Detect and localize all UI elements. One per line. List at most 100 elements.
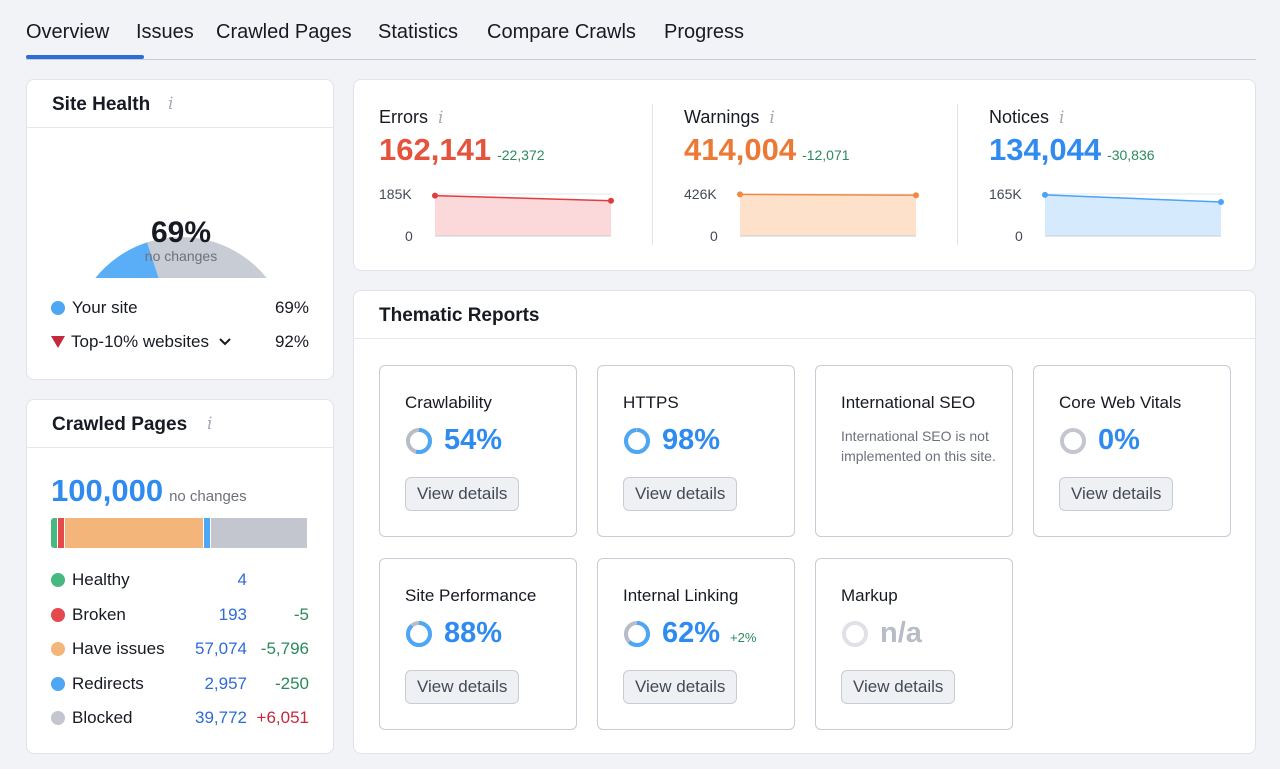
sparkline-area xyxy=(740,194,916,236)
sparkline-area xyxy=(1045,194,1221,236)
thematic-card-score: 98% xyxy=(662,424,721,456)
view-details-button[interactable]: View details xyxy=(405,670,520,704)
row-value[interactable]: 57,074 xyxy=(195,639,247,658)
thematic-card-title: Site Performance xyxy=(405,586,537,605)
legend-your-site: Your site 69% xyxy=(51,298,309,318)
status-dot-icon xyxy=(51,573,65,587)
divider xyxy=(652,104,653,245)
your-site-label: Your site xyxy=(72,298,138,317)
metric-value[interactable]: 414,004 xyxy=(684,132,797,167)
thematic-card-title: International SEO xyxy=(841,393,976,412)
tab-progress[interactable]: Progress xyxy=(664,21,745,43)
divider xyxy=(957,104,958,245)
sparkline-point[interactable] xyxy=(1218,198,1224,205)
sparkline-point[interactable] xyxy=(608,197,614,204)
site-health-title: Site Health xyxy=(52,94,151,115)
row-label: Redirects xyxy=(72,673,144,693)
your-site-value: 69% xyxy=(274,298,309,317)
info-icon[interactable]: i xyxy=(769,108,775,128)
gauge-remaining-arc xyxy=(147,237,266,278)
thematic-card-score: n/a xyxy=(880,617,922,649)
y-axis-min: 0 xyxy=(710,228,718,244)
tab-overview[interactable]: Overview xyxy=(26,21,110,43)
thematic-card-score: 62% xyxy=(662,617,721,649)
metric-value[interactable]: 134,044 xyxy=(989,132,1102,167)
site-health-card: Site Health i 69% no changes Your site 6… xyxy=(26,79,334,380)
tab-issues[interactable]: Issues xyxy=(136,21,194,43)
sparkline-point[interactable] xyxy=(913,192,919,199)
row-label: Have issues xyxy=(72,639,165,658)
info-icon[interactable]: i xyxy=(438,108,444,128)
bar-segment-redirects[interactable] xyxy=(204,518,210,548)
tab-compare-crawls[interactable]: Compare Crawls xyxy=(487,21,636,43)
row-delta: -5,796 xyxy=(260,639,309,658)
thematic-card-title: Core Web Vitals xyxy=(1059,393,1182,412)
row-delta: -250 xyxy=(274,673,309,693)
view-details-button[interactable]: View details xyxy=(841,670,956,704)
sparkline-line xyxy=(434,194,612,202)
tab-statistics[interactable]: Statistics xyxy=(378,21,459,43)
crawled-row-healthy: Healthy 4 xyxy=(51,568,309,592)
sparkline-line xyxy=(1044,194,1222,203)
view-details-button[interactable]: View details xyxy=(623,670,738,704)
row-value[interactable]: 2,957 xyxy=(204,673,247,693)
sparkline-point[interactable] xyxy=(432,192,438,199)
row-label: Blocked xyxy=(72,708,133,727)
thematic-card-title: Markup xyxy=(841,586,898,605)
metric-label: Errors xyxy=(379,107,428,127)
thematic-reports-header: Thematic Reports xyxy=(354,291,1255,339)
view-details-button[interactable]: View details xyxy=(405,477,520,511)
row-delta: -5 xyxy=(293,604,309,624)
crawled-row-blocked: Blocked 39,772 +6,051 xyxy=(51,706,309,730)
tab-bar: Overview Issues Crawled Pages Statistics… xyxy=(26,0,1256,60)
top-10-value: 92% xyxy=(274,332,309,351)
crawled-row-redirects: Redirects 2,957 -250 xyxy=(51,672,309,696)
thematic-card-internal-linking: Internal Linking 62% +2% View details xyxy=(597,558,795,730)
issues-summary-card: Errors i 162,141 -22,372 185K 0 Warnings i 414,0… xyxy=(353,79,1256,271)
info-icon[interactable]: i xyxy=(168,94,174,114)
site-health-header: Site Health i xyxy=(27,80,333,128)
info-icon[interactable]: i xyxy=(1059,108,1065,128)
site-health-gauge xyxy=(95,237,266,278)
thematic-card-https: HTTPS 98% View details xyxy=(597,365,795,537)
sparkline-point[interactable] xyxy=(737,191,743,198)
view-details-button[interactable]: View details xyxy=(623,477,738,511)
bar-segment-healthy[interactable] xyxy=(51,518,57,548)
crawled-pages-total[interactable]: 100,000 xyxy=(51,473,164,508)
crawled-pages-distribution-bar xyxy=(51,518,309,548)
y-axis-max: 165K xyxy=(989,186,1022,202)
info-icon[interactable]: i xyxy=(207,414,213,434)
row-value[interactable]: 4 xyxy=(237,570,247,589)
active-tab-indicator xyxy=(26,55,144,59)
metric-label: Warnings xyxy=(684,107,760,127)
bar-segment-blocked[interactable] xyxy=(211,518,307,548)
row-value[interactable]: 193 xyxy=(218,604,247,624)
top-10-label[interactable]: Top-10% websites xyxy=(71,332,209,351)
thematic-card-site-performance: Site Performance 88% View details xyxy=(379,558,577,730)
score-ring-icon xyxy=(624,427,650,454)
crawled-pages-card: Crawled Pages i 100,000 no changes Healt… xyxy=(26,399,334,754)
bar-segment-broken[interactable] xyxy=(58,518,64,548)
thematic-card-score: 54% xyxy=(444,424,503,456)
y-axis-max: 185K xyxy=(379,186,412,202)
thematic-reports-title: Thematic Reports xyxy=(379,305,540,326)
status-dot-icon xyxy=(51,642,65,656)
row-label: Broken xyxy=(72,604,126,624)
thematic-card-score: 88% xyxy=(444,617,503,649)
metric-sparkline xyxy=(1042,191,1224,237)
sparkline-point[interactable] xyxy=(1042,191,1048,198)
metric-delta: -30,836 xyxy=(1107,147,1155,163)
view-details-button[interactable]: View details xyxy=(1059,477,1174,511)
bar-segment-have-issues[interactable] xyxy=(65,518,203,548)
metric-value[interactable]: 162,141 xyxy=(379,132,492,167)
thematic-card-crawlability: Crawlability 54% View details xyxy=(379,365,577,537)
row-value[interactable]: 39,772 xyxy=(195,708,247,727)
top-10-triangle-icon xyxy=(51,336,65,348)
score-ring-icon xyxy=(842,620,868,647)
metric-sparkline xyxy=(432,192,614,237)
tab-crawled-pages[interactable]: Crawled Pages xyxy=(216,21,352,43)
metric-label: Notices xyxy=(989,107,1050,127)
chevron-down-icon[interactable] xyxy=(218,337,232,347)
thematic-card-international-seo: International SEO International SEO is no… xyxy=(815,365,1013,537)
crawled-pages-header: Crawled Pages i xyxy=(27,400,333,448)
